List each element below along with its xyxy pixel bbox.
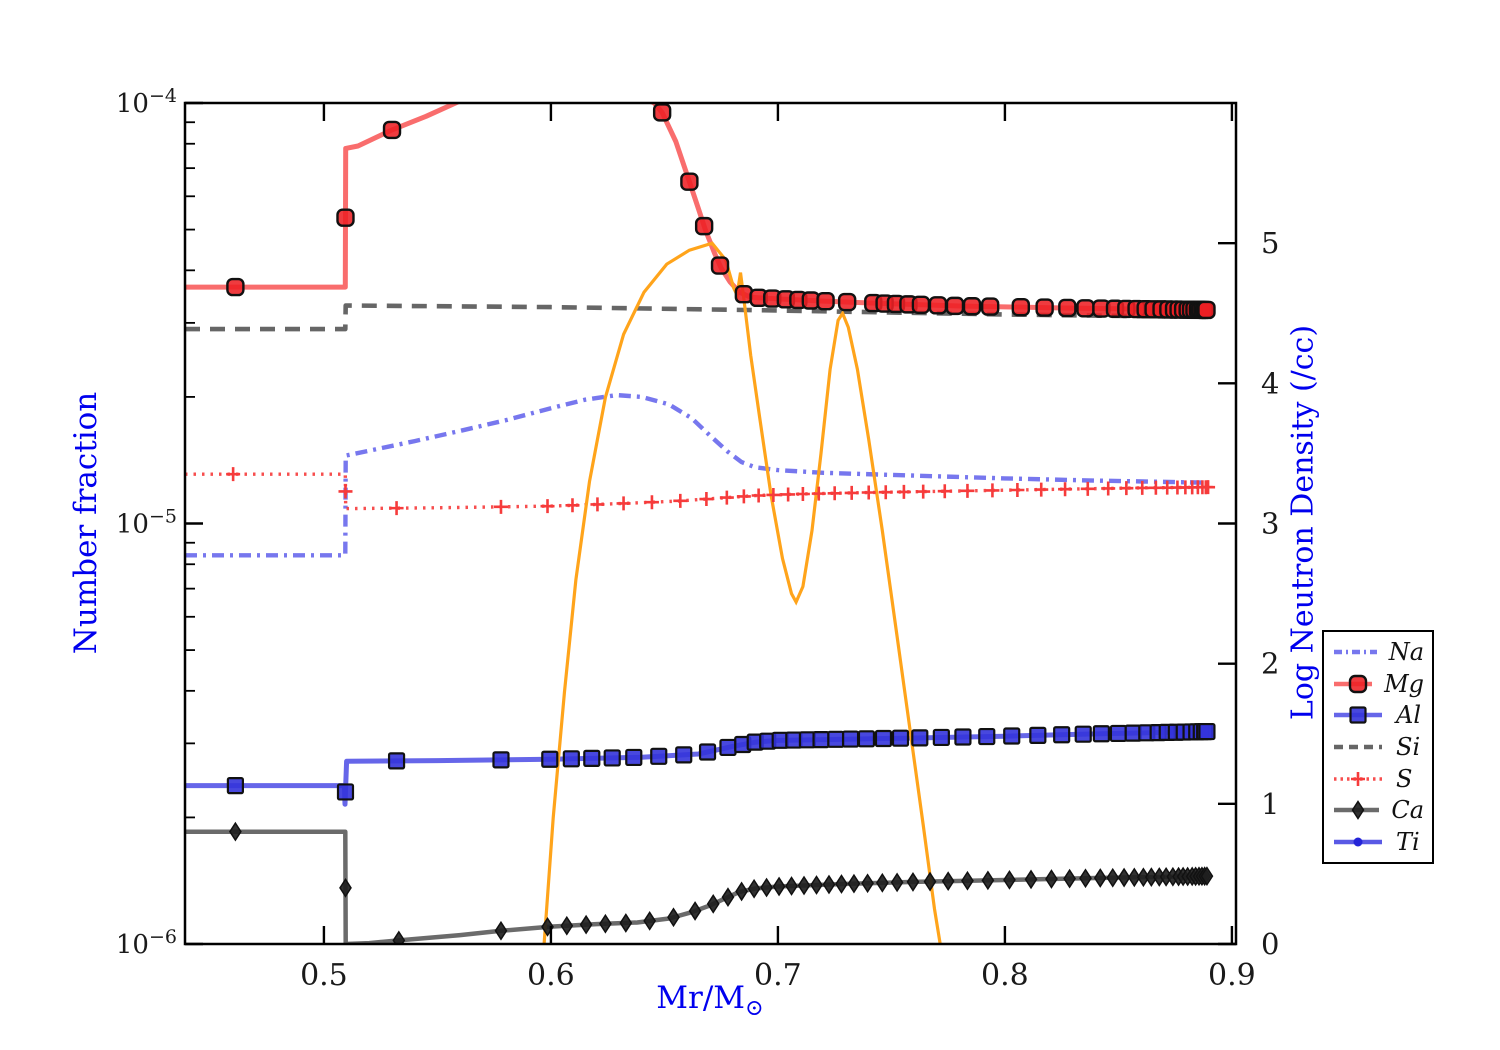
legend-item-ca: Ca: [1332, 796, 1424, 824]
axis-ticks: [185, 101, 1236, 946]
series-ca-markers: [229, 821, 1214, 944]
x-tick-label: 0.7: [754, 958, 802, 993]
legend-sample-s: [1334, 771, 1382, 786]
y-right-tick-label: 0: [1261, 927, 1279, 961]
x-tick-label: 0.5: [300, 958, 348, 993]
series-al-markers: [226, 722, 1216, 801]
legend-label-si: Si: [1396, 732, 1421, 761]
y-left-tick-label: 10−5: [116, 506, 177, 540]
x-tick-label: 0.6: [527, 958, 575, 993]
legend-label-al: Al: [1396, 701, 1422, 730]
legend: Na Mg Al Si S Ca Ti: [1322, 630, 1434, 864]
series-mg-line: [185, 103, 1207, 313]
legend-label-mg: Mg: [1384, 669, 1424, 698]
legend-sample-na: [1334, 649, 1377, 655]
legend-sample-mg: [1334, 674, 1373, 693]
y-axis-label-right: Log Neutron Density (/cc): [1285, 324, 1321, 721]
x-axis-label: Mr/M⊙: [560, 980, 860, 1021]
y-left-tick-label: 10−6: [116, 926, 177, 960]
legend-label-ca: Ca: [1391, 796, 1424, 825]
legend-item-s: S: [1332, 765, 1424, 793]
legend-sample-si: [1334, 744, 1382, 750]
x-tick-label: 0.9: [1208, 958, 1256, 993]
legend-item-si: Si: [1332, 733, 1424, 761]
y-axis-label-left: Number fraction: [68, 391, 104, 655]
legend-item-al: Al: [1332, 701, 1424, 729]
legend-item-mg: Mg: [1332, 670, 1424, 698]
legend-sample-al: [1334, 706, 1382, 724]
legend-item-na: Na: [1332, 638, 1424, 666]
legend-sample-ti: [1334, 837, 1382, 847]
neutron-density-curve: [542, 241, 942, 944]
series-s-line: [185, 472, 1207, 511]
y-right-tick-label: 5: [1261, 226, 1279, 260]
legend-label-ti: Ti: [1396, 828, 1420, 857]
series-s-markers: [226, 467, 1216, 516]
legend-label-na: Na: [1388, 637, 1424, 666]
y-right-tick-label: 3: [1261, 507, 1279, 541]
y-left-tick-label: 10−4: [116, 85, 177, 119]
legend-sample-ca: [1334, 800, 1380, 821]
x-axis-label-main: Mr/M: [656, 980, 746, 1016]
series-na-line: [185, 392, 1207, 558]
y-right-tick-label: 1: [1261, 787, 1279, 821]
sun-symbol: ⊙: [745, 995, 764, 1022]
x-tick-label: 0.8: [981, 958, 1029, 993]
series-si-line: [185, 303, 1207, 332]
plot-area: [185, 103, 1216, 944]
y-right-tick-label: 4: [1261, 366, 1279, 400]
series-mg-markers: [226, 103, 1216, 320]
legend-label-s: S: [1396, 764, 1413, 793]
legend-item-ti: Ti: [1332, 828, 1424, 856]
series-ca-line: [185, 829, 1207, 944]
y-right-tick-label: 2: [1261, 647, 1279, 681]
